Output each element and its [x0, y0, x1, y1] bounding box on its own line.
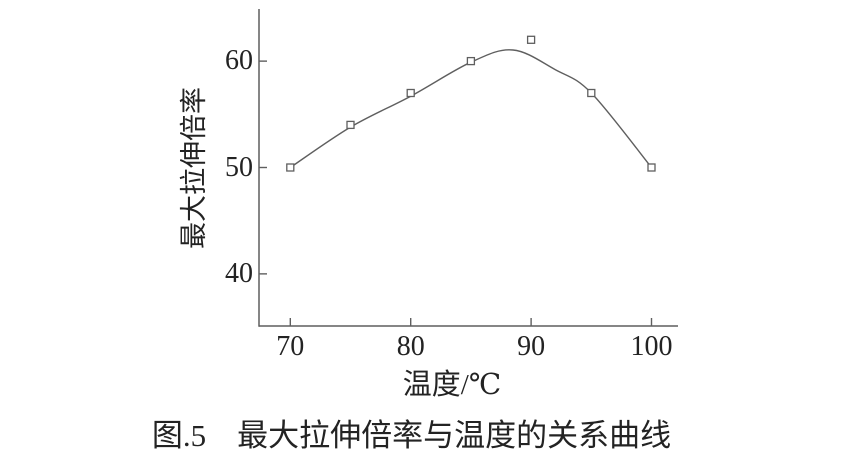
data-point-marker: [286, 163, 295, 172]
figure-caption: 图.5 最大拉伸倍率与温度的关系曲线: [151, 418, 672, 453]
y-tick-label: 50: [225, 151, 253, 183]
data-point-marker: [647, 163, 656, 172]
data-point-marker: [587, 88, 596, 98]
data-point-marker: [526, 35, 536, 44]
x-tick-label: 80: [396, 331, 425, 362]
data-point-marker: [346, 120, 355, 130]
data-point-marker: [406, 88, 415, 98]
y-axis-title: 最大拉伸倍率: [179, 87, 209, 249]
x-tick-label: 100: [630, 331, 673, 362]
fit-curve-line: [289, 49, 653, 169]
x-tick-label: 70: [276, 331, 305, 362]
x-axis-title: 温度/℃: [402, 369, 502, 401]
y-tick-label: 60: [225, 45, 253, 77]
y-tick-label: 40: [225, 257, 253, 289]
data-point-marker: [466, 56, 476, 66]
x-tick-label: 90: [517, 331, 546, 362]
